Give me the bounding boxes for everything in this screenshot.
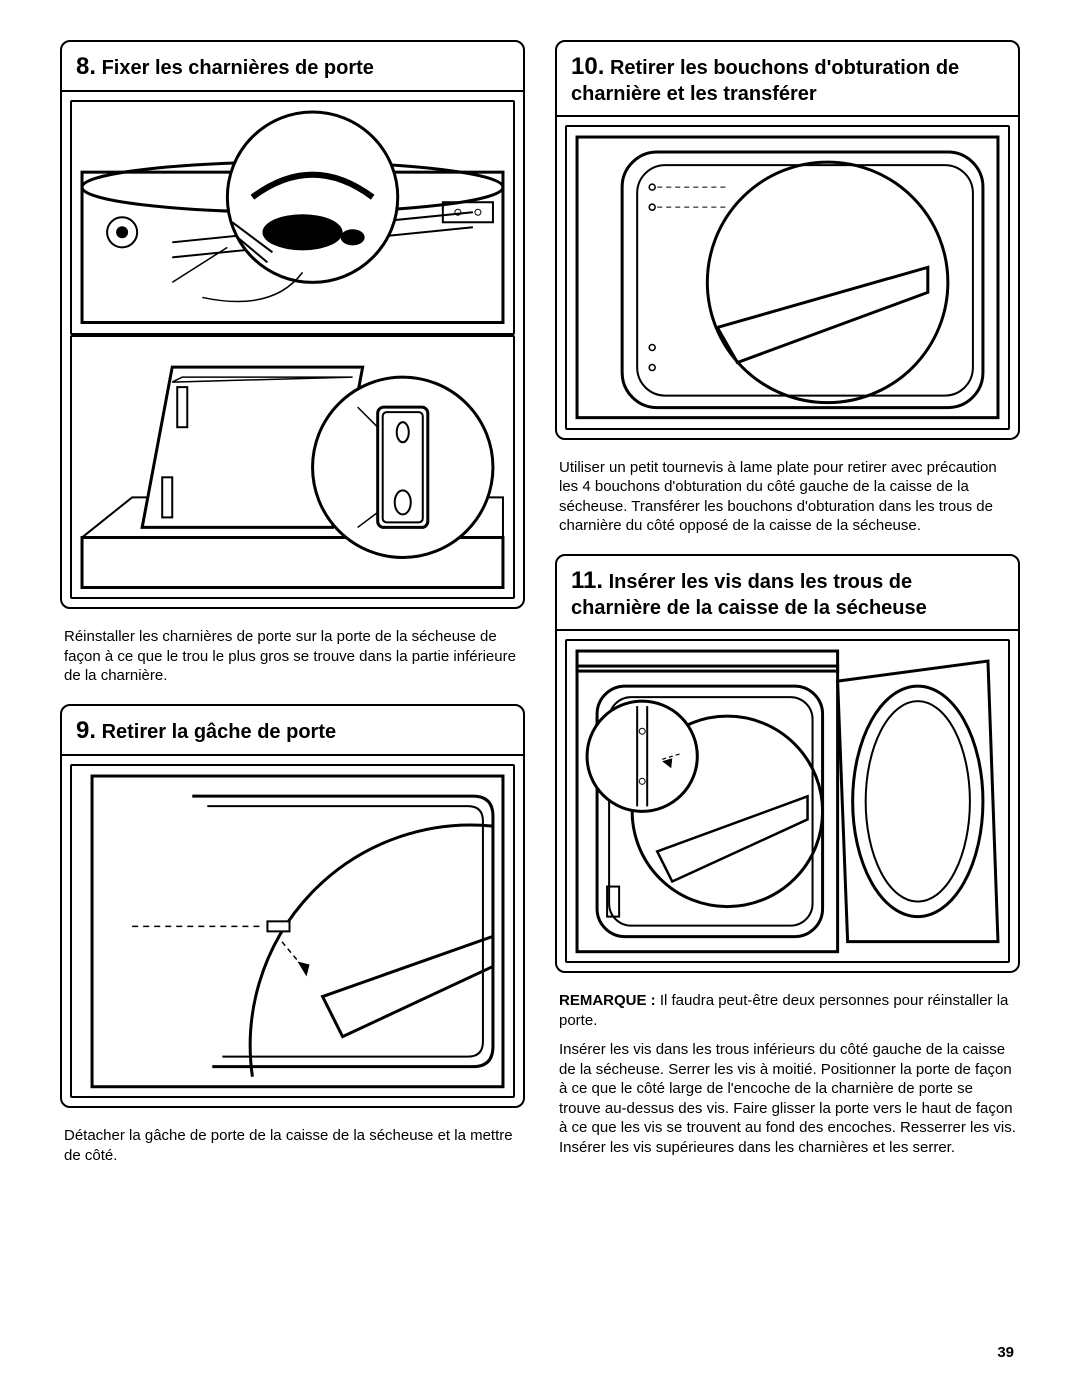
step-8-box: 8. Fixer les charnières de porte bbox=[60, 40, 525, 609]
step-10-illustration bbox=[557, 115, 1018, 430]
page-content: 8. Fixer les charnières de porte bbox=[60, 40, 1020, 1183]
door-latch-illustration bbox=[72, 766, 513, 1097]
screws-door-illustration bbox=[567, 641, 1008, 962]
step-9-illustration bbox=[62, 754, 523, 1099]
step-9-box: 9. Retirer la gâche de porte bbox=[60, 704, 525, 1109]
step-10-caption: Utiliser un petit tournevis à lame plate… bbox=[555, 452, 1020, 554]
step-11-title: Insérer les vis dans les trous de charni… bbox=[571, 571, 927, 619]
step-11-number: 11. bbox=[571, 567, 603, 594]
step-8-header: 8. Fixer les charnières de porte bbox=[62, 42, 523, 90]
page-number: 39 bbox=[997, 1344, 1014, 1361]
step-10-title: Retirer les bouchons d'obturation de cha… bbox=[571, 57, 959, 105]
step-11-illustration bbox=[557, 629, 1018, 964]
right-column: 10. Retirer les bouchons d'obturation de… bbox=[555, 40, 1020, 1183]
step-8-number: 8. bbox=[76, 53, 96, 80]
hinge-plugs-illustration bbox=[567, 127, 1008, 428]
step-9-caption: Détacher la gâche de porte de la caisse … bbox=[60, 1120, 525, 1183]
step-11-note: REMARQUE : Il faudra peut-être deux pers… bbox=[555, 985, 1020, 1040]
step-11-header: 11. Insérer les vis dans les trous de ch… bbox=[557, 556, 1018, 629]
step-11-caption: Insérer les vis dans les trous inférieur… bbox=[555, 1040, 1020, 1175]
step-8-illustration-2 bbox=[62, 335, 523, 600]
step-8-illustration-1 bbox=[62, 90, 523, 335]
step-10-header: 10. Retirer les bouchons d'obturation de… bbox=[557, 42, 1018, 115]
step-9-title: Retirer la gâche de porte bbox=[102, 721, 337, 743]
left-column: 8. Fixer les charnières de porte bbox=[60, 40, 525, 1183]
step-8-caption: Réinstaller les charnières de porte sur … bbox=[60, 621, 525, 704]
step-9-number: 9. bbox=[76, 717, 96, 744]
step-11-box: 11. Insérer les vis dans les trous de ch… bbox=[555, 554, 1020, 974]
note-label: REMARQUE : bbox=[559, 992, 656, 1009]
hinge-plate-illustration bbox=[72, 337, 513, 598]
step-9-header: 9. Retirer la gâche de porte bbox=[62, 706, 523, 754]
hinge-top-illustration bbox=[72, 102, 513, 333]
step-8-title: Fixer les charnières de porte bbox=[102, 57, 374, 79]
step-10-box: 10. Retirer les bouchons d'obturation de… bbox=[555, 40, 1020, 440]
step-10-number: 10. bbox=[571, 53, 604, 80]
